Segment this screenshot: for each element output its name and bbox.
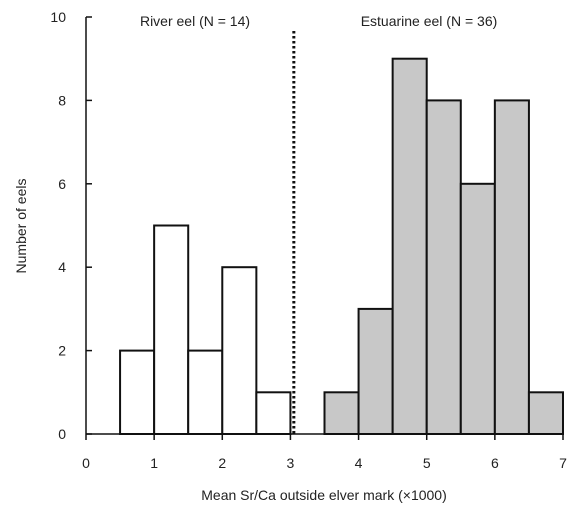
x-tick-label-7: 7 <box>559 455 567 471</box>
y-tick-label-2: 4 <box>58 259 66 275</box>
x-tick-label-4: 4 <box>355 455 363 471</box>
bar-river-3 <box>221 266 258 436</box>
river-eel-label: River eel (N = 14) <box>140 13 250 29</box>
bar-estuarine-6 <box>527 391 565 435</box>
bar-estuarine-5 <box>493 99 530 436</box>
x-axis-title: Mean Sr/Ca outside elver mark (×1000) <box>201 487 447 503</box>
bar-river-4 <box>255 391 292 435</box>
x-tick-label-0: 0 <box>82 455 90 471</box>
x-tick-label-3: 3 <box>287 455 295 471</box>
y-tick-label-1: 2 <box>58 343 66 359</box>
y-tick-label-4: 8 <box>58 92 66 108</box>
bar-estuarine-1 <box>357 307 394 435</box>
y-tick-label-0: 0 <box>58 426 66 442</box>
x-tick-label-2: 2 <box>218 455 226 471</box>
y-axis-title: Number of eels <box>13 179 29 274</box>
labels-layer: 0 2 4 6 8 10 0 1 2 3 4 5 6 7 <box>50 9 567 471</box>
bar-estuarine-3 <box>425 99 462 436</box>
bar-river-0 <box>119 349 156 436</box>
bar-river-2 <box>187 349 224 436</box>
bar-estuarine-4 <box>459 182 496 435</box>
y-tick-label-3: 6 <box>58 176 66 192</box>
bar-estuarine-0 <box>323 391 360 435</box>
estuarine-eel-label: Estuarine eel (N = 36) <box>361 13 498 29</box>
y-tick-label-5: 10 <box>50 9 66 25</box>
axes-layer <box>85 16 564 440</box>
bar-estuarine-2 <box>391 57 428 435</box>
x-tick-label-6: 6 <box>491 455 499 471</box>
x-tick-label-5: 5 <box>423 455 431 471</box>
x-tick-label-1: 1 <box>150 455 158 471</box>
bar-river-1 <box>153 224 190 435</box>
bars-layer <box>119 57 565 436</box>
